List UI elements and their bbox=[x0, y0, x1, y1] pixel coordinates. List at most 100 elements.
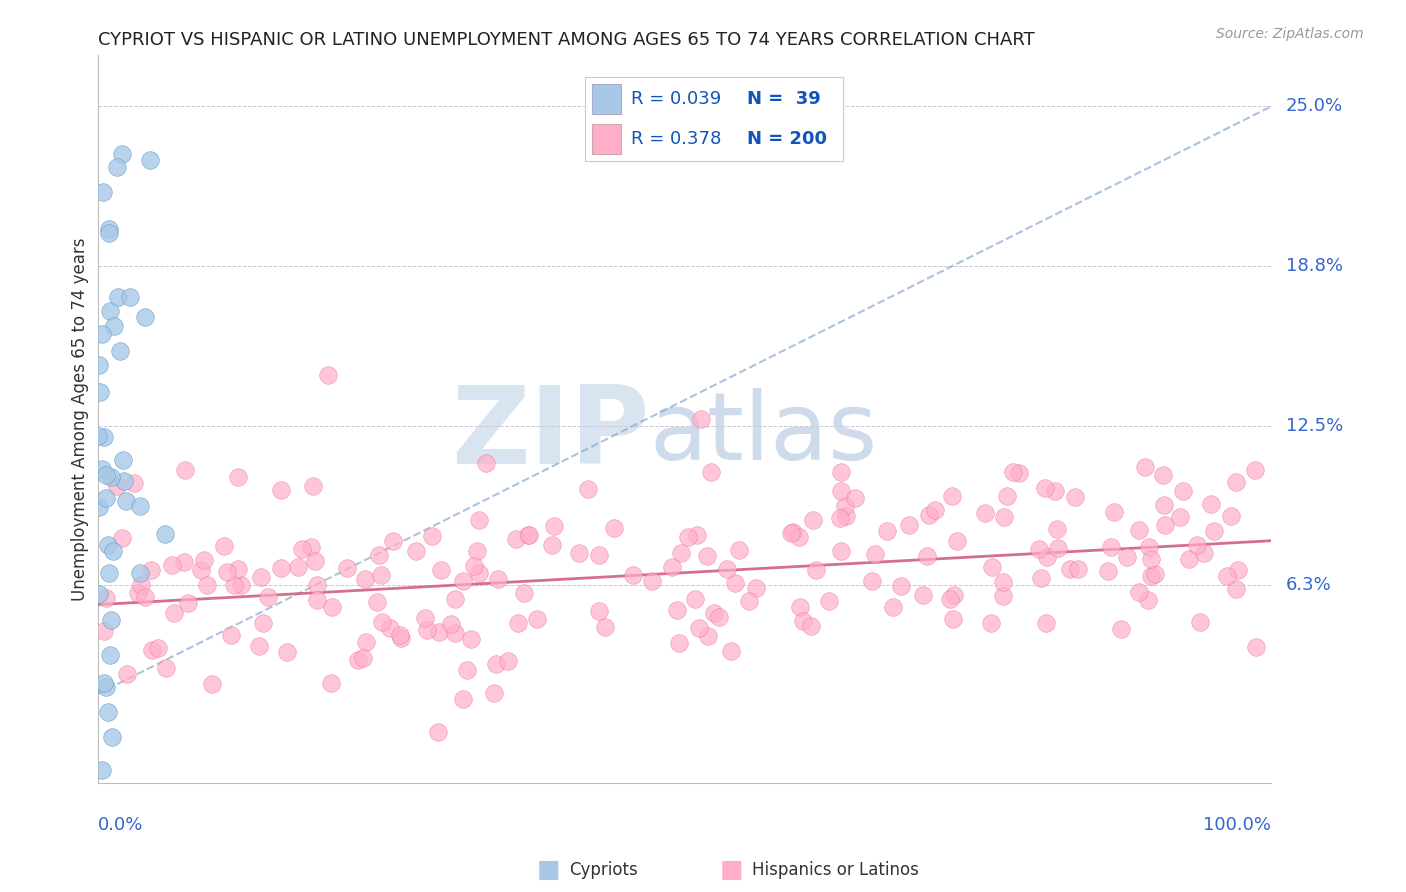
Point bbox=[505, 532, 527, 546]
Point bbox=[942, 612, 965, 626]
Point bbox=[129, 578, 152, 592]
Point bbox=[160, 558, 183, 572]
Point bbox=[980, 560, 1002, 574]
Point bbox=[354, 635, 377, 649]
Point bbox=[163, 606, 186, 620]
Text: Hispanics or Latinos: Hispanics or Latinos bbox=[752, 861, 920, 879]
Point bbox=[991, 589, 1014, 603]
Point bbox=[1168, 509, 1191, 524]
Point bbox=[1099, 540, 1122, 554]
Point bbox=[316, 368, 339, 383]
Point bbox=[353, 651, 375, 665]
Point bbox=[128, 566, 150, 581]
Point bbox=[943, 588, 966, 602]
Text: Cypriots: Cypriots bbox=[569, 861, 638, 879]
Point bbox=[416, 623, 439, 637]
Point bbox=[897, 518, 920, 533]
Text: 6.3%: 6.3% bbox=[1285, 576, 1331, 594]
Point bbox=[226, 470, 249, 484]
Point bbox=[98, 566, 121, 581]
Point bbox=[370, 615, 392, 630]
Point bbox=[87, 500, 110, 514]
Point bbox=[508, 615, 530, 630]
Point bbox=[97, 705, 120, 719]
Point bbox=[1128, 524, 1150, 538]
Point bbox=[516, 527, 538, 541]
Point bbox=[451, 691, 474, 706]
Point bbox=[98, 648, 121, 663]
Point bbox=[844, 491, 866, 506]
Point bbox=[1046, 541, 1069, 556]
Point bbox=[1189, 615, 1212, 629]
Point bbox=[100, 470, 122, 484]
Point bbox=[367, 548, 389, 562]
Point bbox=[603, 521, 626, 535]
Point bbox=[918, 508, 941, 522]
Point bbox=[270, 483, 292, 497]
Point bbox=[93, 429, 115, 443]
Point bbox=[1128, 585, 1150, 599]
Text: ■: ■ bbox=[720, 858, 742, 881]
Point bbox=[201, 676, 224, 690]
Point bbox=[305, 593, 328, 607]
Point bbox=[89, 385, 111, 400]
Point bbox=[789, 531, 811, 545]
Point bbox=[728, 542, 751, 557]
Point bbox=[389, 631, 412, 645]
Point bbox=[453, 574, 475, 589]
Point bbox=[100, 614, 122, 628]
Point bbox=[347, 653, 370, 667]
Point bbox=[127, 585, 149, 599]
Point bbox=[93, 676, 115, 690]
Point bbox=[112, 453, 135, 467]
Point bbox=[621, 567, 644, 582]
Text: 25.0%: 25.0% bbox=[1285, 97, 1343, 115]
Point bbox=[287, 559, 309, 574]
Point bbox=[876, 524, 898, 538]
Point bbox=[1135, 459, 1157, 474]
Point bbox=[97, 221, 120, 235]
Point bbox=[703, 607, 725, 621]
Point bbox=[1178, 552, 1201, 566]
Point bbox=[1220, 509, 1243, 524]
Point bbox=[153, 527, 176, 541]
Point bbox=[780, 526, 803, 541]
Point bbox=[174, 463, 197, 477]
Point bbox=[1035, 481, 1057, 495]
Point bbox=[661, 559, 683, 574]
Point bbox=[1035, 549, 1057, 564]
Point bbox=[1139, 568, 1161, 582]
Point bbox=[1109, 623, 1132, 637]
Point bbox=[828, 511, 851, 525]
Point bbox=[517, 527, 540, 541]
Text: ■: ■ bbox=[537, 858, 560, 881]
Point bbox=[1063, 490, 1085, 504]
Point bbox=[190, 563, 212, 577]
Point bbox=[686, 527, 709, 541]
Point bbox=[980, 616, 1002, 631]
Point bbox=[105, 479, 128, 493]
Point bbox=[801, 513, 824, 527]
Point bbox=[543, 519, 565, 533]
Point bbox=[724, 576, 747, 591]
Point bbox=[111, 531, 134, 545]
Point bbox=[101, 544, 124, 558]
Text: 100.0%: 100.0% bbox=[1204, 816, 1271, 834]
Point bbox=[98, 304, 121, 318]
Point bbox=[222, 578, 245, 592]
Point bbox=[924, 503, 946, 517]
Point bbox=[124, 476, 146, 491]
Point bbox=[366, 595, 388, 609]
Point bbox=[475, 456, 498, 470]
Point bbox=[690, 412, 713, 426]
Point bbox=[486, 572, 509, 586]
Point bbox=[291, 541, 314, 556]
Point bbox=[676, 530, 699, 544]
Point bbox=[91, 327, 114, 342]
Point bbox=[134, 590, 156, 604]
Point bbox=[1067, 562, 1090, 576]
Point bbox=[1152, 468, 1174, 483]
Point bbox=[993, 509, 1015, 524]
Point bbox=[1202, 524, 1225, 538]
Point bbox=[247, 640, 270, 654]
